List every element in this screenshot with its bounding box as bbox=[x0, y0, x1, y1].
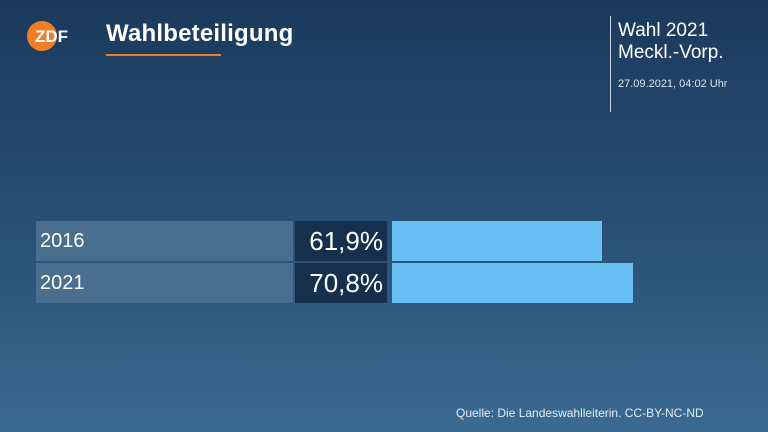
election-region: Meckl.-Vorp. bbox=[618, 42, 724, 63]
bar bbox=[392, 263, 633, 303]
zdf-logo: ZDF bbox=[27, 21, 68, 51]
title-underline bbox=[106, 54, 221, 56]
page-title: Wahlbeteiligung bbox=[106, 20, 294, 47]
bar-category-label: 2021 bbox=[36, 263, 293, 303]
bar bbox=[392, 221, 603, 261]
election-info: Wahl 2021 Meckl.-Vorp. bbox=[618, 20, 724, 64]
timestamp: 27.09.2021, 04:02 Uhr bbox=[618, 78, 728, 90]
bar-category-label: 2016 bbox=[36, 221, 293, 261]
zdf-logo-circle bbox=[27, 21, 57, 51]
header-divider bbox=[610, 16, 611, 112]
bar-value-label: 61,9% bbox=[295, 221, 387, 261]
zdf-logo-text: ZDF bbox=[35, 27, 68, 46]
election-name: Wahl 2021 bbox=[618, 20, 709, 41]
source-note: Quelle: Die Landeswahlleiterin. CC-BY-NC… bbox=[456, 406, 704, 420]
bar-value-label: 70,8% bbox=[295, 263, 387, 303]
